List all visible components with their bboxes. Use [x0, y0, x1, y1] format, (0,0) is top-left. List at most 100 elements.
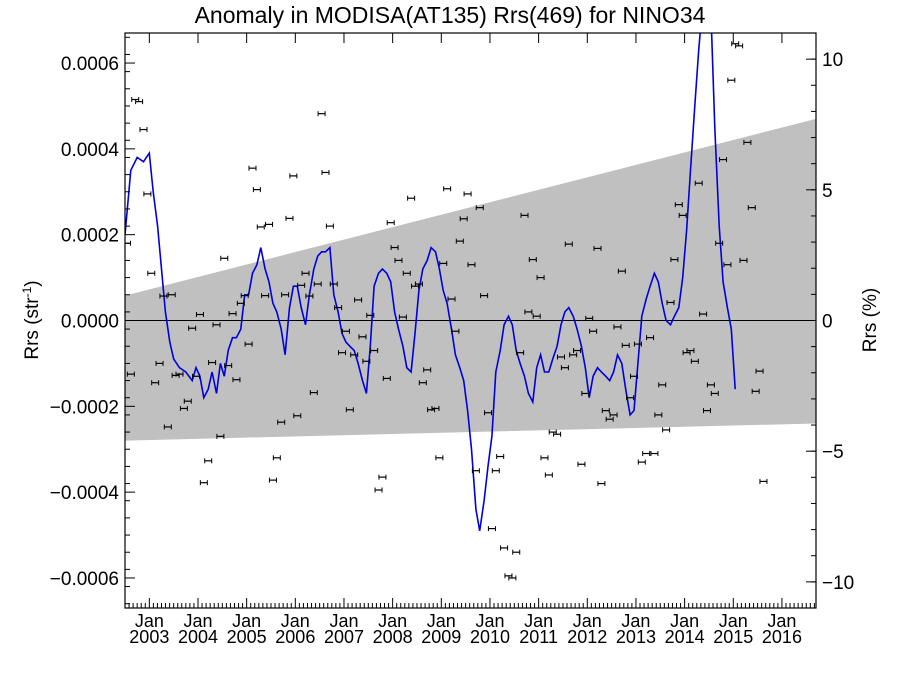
y-tick-label: 0.0006 — [61, 54, 119, 75]
data-point — [699, 311, 708, 317]
data-point — [256, 224, 265, 230]
data-point — [402, 270, 411, 276]
data-point — [358, 334, 367, 340]
data-point — [560, 365, 569, 371]
data-point — [723, 262, 732, 268]
smoothed-anomaly-line — [125, 33, 736, 531]
data-point — [135, 99, 144, 105]
data-point — [710, 390, 719, 396]
data-point — [313, 281, 322, 287]
data-point — [557, 354, 566, 360]
data-point — [297, 282, 306, 288]
data-point — [431, 405, 440, 411]
x-tick-year-label: 2012 — [567, 627, 607, 647]
data-point — [386, 220, 395, 226]
x-tick-month-label: Jan — [183, 611, 212, 631]
data-point — [192, 373, 201, 379]
data-point — [272, 455, 281, 461]
x-tick-year-label: 2005 — [227, 627, 267, 647]
y-tick-label: −0.0002 — [50, 397, 119, 418]
data-point — [735, 43, 744, 49]
x-tick-year-label: 2011 — [519, 627, 558, 647]
data-point — [321, 169, 330, 175]
data-point — [751, 388, 760, 394]
data-point — [374, 487, 383, 493]
data-point — [654, 412, 663, 418]
data-point — [407, 195, 416, 201]
x-tick-year-label: 2010 — [470, 627, 510, 647]
chart-title: Anomaly in MODISA(AT135) Rrs(469) for NI… — [194, 2, 706, 28]
data-point — [208, 360, 217, 366]
data-point — [248, 165, 257, 171]
data-point — [451, 328, 460, 334]
x-tick-month-label: Jan — [719, 611, 748, 631]
x-tick-year-label: 2015 — [713, 627, 753, 647]
x-tick-year-label: 2004 — [178, 627, 218, 647]
data-point — [564, 241, 573, 247]
data-point — [139, 127, 148, 133]
data-point — [195, 311, 204, 317]
x-tick-month-label: Jan — [670, 611, 699, 631]
data-point — [621, 342, 630, 348]
data-point — [232, 377, 241, 383]
data-point — [702, 408, 711, 414]
x-tick-month-label: Jan — [329, 611, 358, 631]
y2-axis-label: Rrs (%) — [860, 288, 881, 352]
data-point — [240, 293, 249, 299]
data-point — [536, 275, 545, 281]
data-point — [159, 293, 168, 299]
data-point — [443, 186, 452, 192]
data-point — [317, 111, 326, 117]
data-point — [589, 328, 598, 334]
x-tick-month-label: Jan — [427, 611, 456, 631]
data-point — [212, 322, 221, 328]
data-point — [617, 268, 626, 274]
data-point — [277, 419, 286, 425]
data-point — [362, 358, 371, 364]
data-point — [577, 461, 586, 467]
x-tick-year-label: 2006 — [275, 627, 315, 647]
data-point — [601, 408, 610, 414]
y2-tick-label: 0 — [822, 312, 833, 333]
data-point — [496, 454, 505, 460]
x-tick-month-label: Jan — [378, 611, 407, 631]
data-point — [216, 433, 225, 439]
data-point — [475, 205, 484, 211]
data-point — [674, 202, 683, 208]
data-point — [423, 367, 432, 373]
data-point — [719, 157, 728, 163]
data-point — [646, 335, 655, 341]
data-point — [281, 292, 290, 298]
data-point — [183, 398, 192, 404]
x-tick-year-label: 2013 — [616, 627, 656, 647]
data-point — [512, 549, 521, 555]
data-point — [569, 352, 578, 358]
data-point — [528, 257, 537, 263]
x-tick-month-label: Jan — [232, 611, 261, 631]
data-point — [609, 412, 618, 418]
data-point — [678, 212, 687, 218]
data-point — [289, 173, 298, 179]
data-point — [491, 468, 500, 474]
data-point — [662, 427, 671, 433]
data-point — [743, 139, 752, 145]
data-point — [418, 380, 427, 386]
data-point — [341, 328, 350, 334]
data-point — [329, 281, 338, 287]
x-tick-year-label: 2003 — [129, 627, 169, 647]
data-point — [447, 296, 456, 302]
y-axis-label: Rrs (str-1) — [20, 280, 43, 359]
data-point — [236, 300, 245, 306]
data-point — [747, 205, 756, 211]
data-point — [670, 257, 679, 263]
data-point — [268, 477, 277, 483]
data-point — [265, 221, 274, 227]
data-point — [508, 575, 517, 581]
data-point — [224, 363, 233, 369]
x-tick-month-label: Jan — [573, 611, 602, 631]
data-point — [261, 293, 270, 299]
data-point — [220, 255, 229, 261]
data-point — [585, 315, 594, 321]
x-tick-month-label: Jan — [135, 611, 164, 631]
y2-tick-label: 10 — [822, 50, 843, 71]
